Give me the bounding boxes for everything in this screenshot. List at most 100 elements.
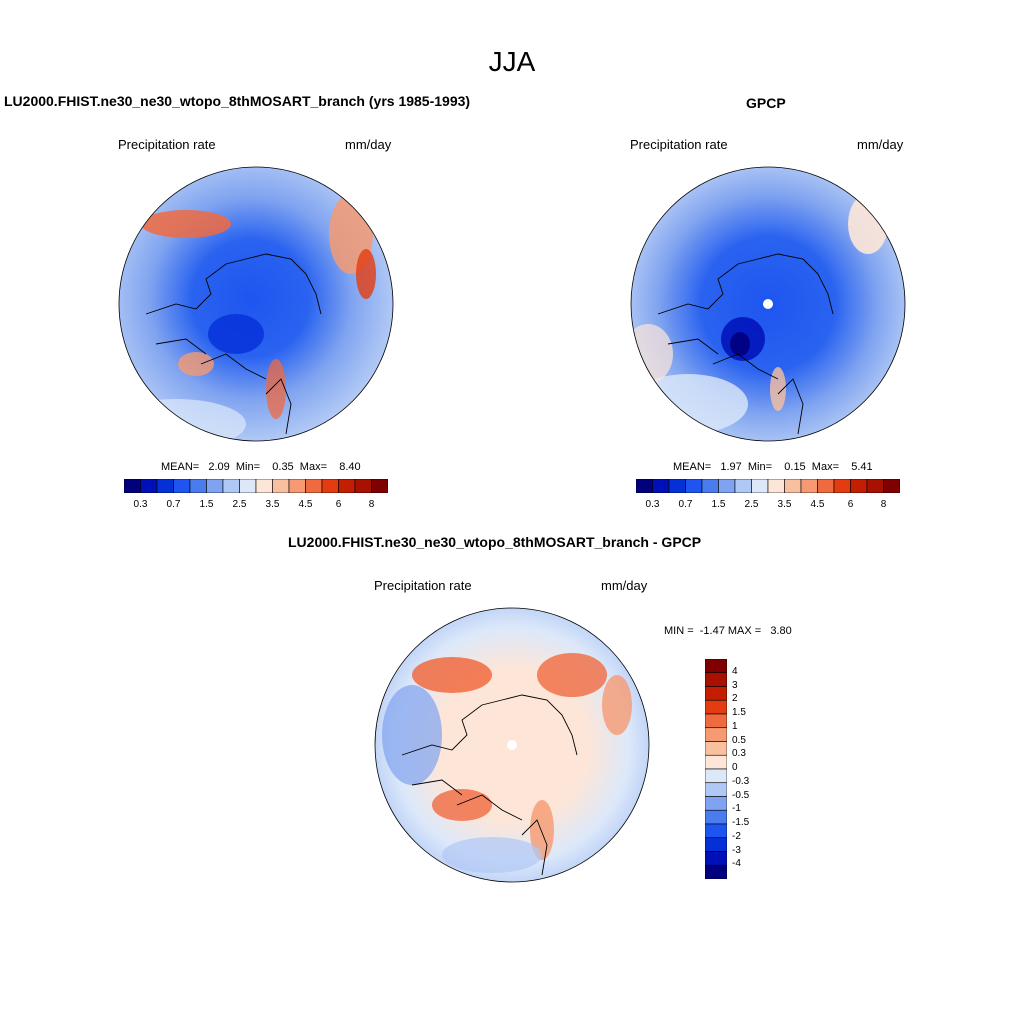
colorbar-swatch (850, 479, 868, 493)
colorbar-swatch (156, 479, 174, 493)
colorbar-swatch (668, 479, 686, 493)
colorbar-tick-label: 1.5 (199, 499, 214, 510)
colorbar-swatch (866, 479, 884, 493)
colorbar-swatch (255, 479, 273, 493)
colorbar-tick-label: 3.5 (265, 499, 280, 510)
panel2-map (630, 166, 906, 442)
colorbar-swatch (705, 837, 727, 852)
panel3-units: mm/day (601, 578, 648, 593)
colorbar-swatch (206, 479, 224, 493)
colorbar-swatch (222, 479, 240, 493)
colorbar-tick-label: 4.5 (810, 499, 825, 510)
colorbar-tick-label: 8 (368, 499, 375, 510)
panel2-units: mm/day (857, 137, 904, 152)
colorbar-swatch (705, 686, 727, 701)
colorbar-tick-label: 3.5 (777, 499, 792, 510)
colorbar-tick-label: -3 (732, 844, 741, 856)
colorbar-tick-label: 2.5 (744, 499, 759, 510)
colorbar-swatch (189, 479, 207, 493)
panel2-stats: MEAN= 1.97 Min= 0.15 Max= 5.41 (673, 461, 873, 473)
colorbar-tick-label: 4.5 (298, 499, 313, 510)
colorbar-swatch (636, 479, 653, 493)
colorbar-tick-label: -1 (732, 803, 741, 815)
colorbar-swatch (767, 479, 785, 493)
colorbar-tick-label: -4 (732, 858, 741, 870)
panel3-stats: MIN = -1.47 MAX = 3.80 (664, 625, 792, 637)
colorbar-tick-label: 0.5 (732, 734, 746, 746)
colorbar-swatch (305, 479, 323, 493)
colorbar-swatch (817, 479, 835, 493)
colorbar-swatch (288, 479, 306, 493)
colorbar-swatch (883, 479, 900, 493)
colorbar-tick-label: -1.5 (732, 817, 750, 828)
figure-title: JJA (488, 46, 536, 77)
colorbar-swatch (354, 479, 372, 493)
colorbar-tick-label: 2 (732, 693, 738, 705)
colorbar-swatch (685, 479, 703, 493)
colorbar-tick-label: 2.5 (232, 499, 247, 510)
colorbar-swatch (705, 782, 727, 797)
colorbar-swatch (734, 479, 752, 493)
panel2-left-label: Precipitation rate (630, 137, 728, 152)
colorbar-swatch (705, 823, 727, 839)
colorbar-swatch (705, 754, 727, 770)
colorbar-tick-label: 0.7 (166, 499, 181, 510)
colorbar-swatch (705, 809, 727, 825)
colorbar-tick-label: 3 (732, 679, 738, 691)
colorbar-tick-label: 0.3 (645, 499, 660, 510)
colorbar-tick-label: 0 (732, 762, 738, 773)
colorbar-swatch (705, 851, 727, 866)
panel3-map (374, 607, 650, 883)
colorbar-swatch (833, 479, 851, 493)
colorbar-swatch (701, 479, 719, 493)
panel1-stats: MEAN= 2.09 Min= 0.35 Max= 8.40 (161, 461, 361, 473)
panel1-title: LU2000.FHIST.ne30_ne30_wtopo_8thMOSART_b… (4, 93, 471, 109)
colorbar-swatch (371, 479, 388, 493)
panel1-units: mm/day (345, 137, 392, 152)
panel1-colorbar-labels: 0.3 0.7 1.5 2.5 3.5 4.5 6 8 (124, 499, 388, 513)
panel2-colorbar-labels: 0.3 0.7 1.5 2.5 3.5 4.5 6 8 (636, 499, 900, 513)
colorbar-swatch (718, 479, 736, 493)
colorbar-tick-label: 6 (335, 499, 342, 510)
colorbar-swatch (321, 479, 339, 493)
colorbar-swatch (705, 741, 727, 756)
panel2-colorbar (636, 479, 900, 493)
colorbar-swatch (705, 768, 727, 784)
colorbar-swatch (173, 479, 191, 493)
panel3-title: LU2000.FHIST.ne30_ne30_wtopo_8thMOSART_b… (288, 534, 702, 550)
colorbar-swatch (705, 713, 727, 729)
colorbar-swatch (751, 479, 769, 493)
panel3-colorbar (705, 659, 727, 879)
colorbar-tick-label: 4 (732, 665, 738, 677)
colorbar-tick-label: -0.5 (732, 789, 750, 801)
colorbar-swatch (272, 479, 290, 493)
colorbar-tick-label: 1 (732, 720, 738, 732)
colorbar-swatch (652, 479, 670, 493)
colorbar-tick-label: 0.7 (678, 499, 693, 510)
colorbar-swatch (338, 479, 356, 493)
panel2-title: GPCP (746, 95, 786, 111)
colorbar-swatch (705, 672, 727, 687)
panel3-colorbar-labels: 4 3 2 1.5 1 0.5 0.3 0 -0.3 -0.5 -1 -1.5 -2 -3 -4 (732, 659, 772, 879)
panel1-left-label: Precipitation rate (118, 137, 216, 152)
colorbar-swatch (140, 479, 158, 493)
colorbar-swatch (800, 479, 818, 493)
colorbar-swatch (705, 727, 727, 742)
colorbar-tick-label: 8 (880, 499, 887, 510)
colorbar-tick-label: 0.3 (133, 499, 148, 510)
panel3-left-label: Precipitation rate (374, 578, 472, 593)
colorbar-swatch (705, 796, 727, 811)
colorbar-tick-label: 1.5 (711, 499, 726, 510)
colorbar-swatch (124, 479, 141, 493)
colorbar-tick-label: -2 (732, 830, 741, 842)
colorbar-swatch (239, 479, 257, 493)
colorbar-tick-label: 1.5 (732, 707, 746, 718)
panel1-colorbar (124, 479, 388, 493)
colorbar-tick-label: -0.3 (732, 775, 750, 787)
colorbar-swatch (705, 864, 727, 879)
panel1-map (118, 166, 394, 442)
colorbar-swatch (784, 479, 802, 493)
colorbar-tick-label: 6 (847, 499, 854, 510)
colorbar-swatch (705, 659, 727, 674)
colorbar-swatch (705, 699, 727, 715)
